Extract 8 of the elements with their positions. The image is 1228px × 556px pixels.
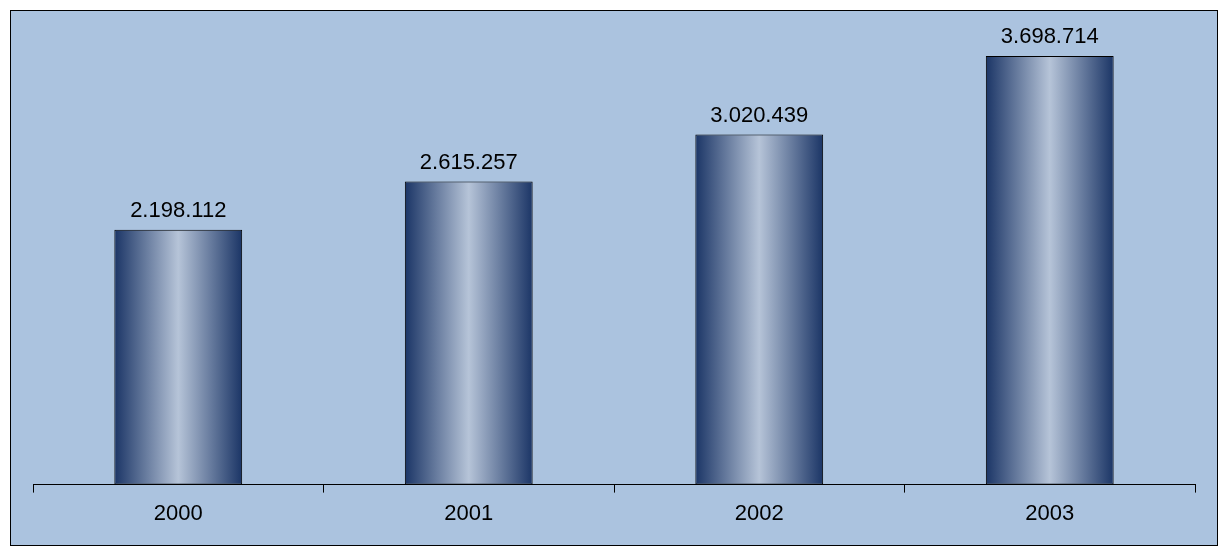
data-label: 3.020.439	[710, 101, 809, 127]
x-tick-label: 2003	[1025, 499, 1075, 525]
data-label: 3.698.714	[1000, 22, 1099, 48]
x-tick-label: 2000	[153, 499, 203, 525]
data-label: 2.615.257	[419, 148, 518, 174]
data-label: 2.198.112	[130, 196, 227, 222]
x-tick-label: 2001	[444, 499, 494, 525]
x-tick-label: 2002	[734, 499, 784, 525]
